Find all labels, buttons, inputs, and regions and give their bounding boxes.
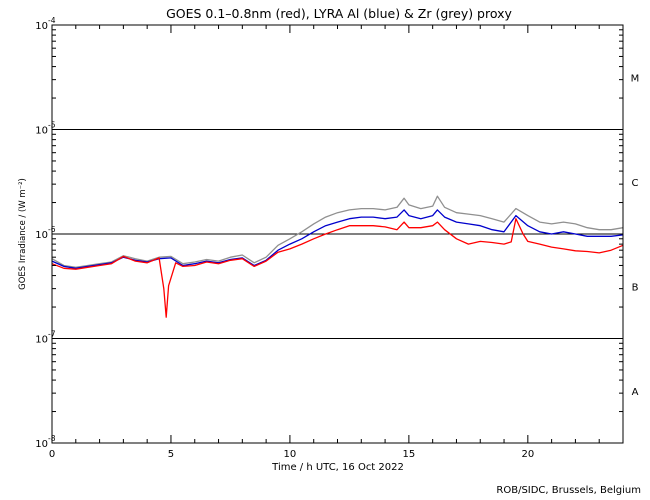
y-axis-label: GOES Irradiance / (W m⁻²) <box>18 178 28 290</box>
y-tick-label: 10-8 <box>35 434 55 450</box>
x-tick-label: 10 <box>284 449 297 460</box>
credit-text: ROB/SIDC, Brussels, Belgium <box>496 485 641 496</box>
flare-class-c: C <box>632 178 639 189</box>
flare-class-a: A <box>632 387 639 398</box>
y-tick-label-base: 10 <box>35 335 48 346</box>
flare-class-b: B <box>632 282 639 293</box>
y-tick-label-base: 10 <box>35 21 48 32</box>
flare-class-grid <box>52 129 623 339</box>
y-tick-label-exponent: -7 <box>48 330 56 339</box>
y-tick-label-base: 10 <box>35 230 48 241</box>
x-tick-labels: 0 5 10 15 20 <box>49 449 534 460</box>
x-tick-label: 20 <box>521 449 534 460</box>
chart-title: GOES 0.1–0.8nm (red), LYRA Al (blue) & Z… <box>166 6 512 21</box>
series-layer <box>51 195 624 318</box>
y-tick-label-exponent: -5 <box>48 121 56 130</box>
y-tick-labels: 10-810-710-610-510-4 <box>35 16 55 450</box>
y-tick-label: 10-4 <box>35 16 55 32</box>
x-axis-label: Time / h UTC, 16 Oct 2022 <box>271 462 404 473</box>
tick-marks <box>51 24 624 444</box>
series-line-goes-0-1-0-8nm <box>51 218 624 318</box>
x-tick-label: 0 <box>49 449 55 460</box>
y-tick-label-exponent: -6 <box>48 225 56 234</box>
y-tick-label-base: 10 <box>35 126 48 137</box>
x-tick-label: 5 <box>168 449 174 460</box>
y-tick-label-base: 10 <box>35 439 48 450</box>
y-tick-label: 10-5 <box>35 121 55 137</box>
y-tick-label: 10-7 <box>35 330 55 346</box>
series-line-lyra-zr-proxy <box>51 195 624 268</box>
x-tick-label: 15 <box>403 449 416 460</box>
y-tick-label: 10-6 <box>35 225 55 241</box>
flare-class-labels: A B C M <box>631 73 640 398</box>
flare-class-m: M <box>631 73 640 84</box>
y-tick-label-exponent: -8 <box>48 434 56 443</box>
y-tick-label-exponent: -4 <box>48 16 56 25</box>
